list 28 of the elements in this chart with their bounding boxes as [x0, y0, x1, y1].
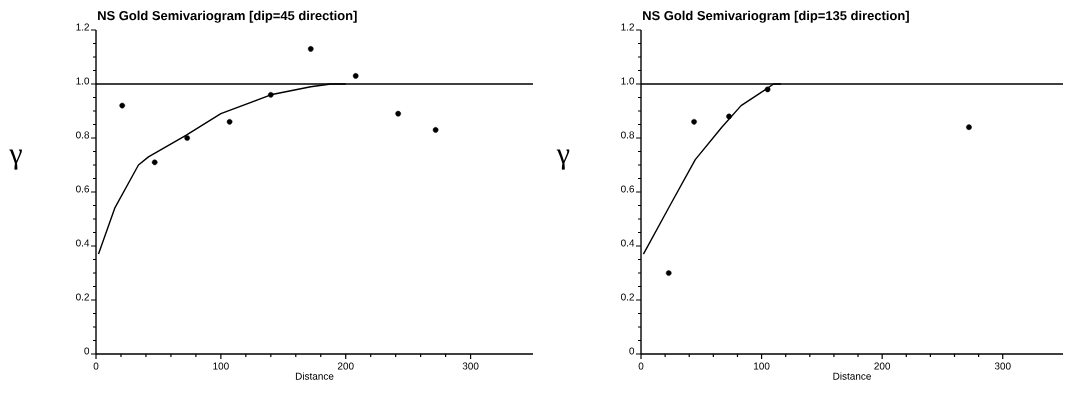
x-tick-label: 300	[462, 362, 479, 370]
x-axis-title: Distance	[295, 372, 334, 380]
y-tick-label: 1.0	[76, 77, 90, 85]
x-axis-title: Distance	[833, 372, 871, 380]
y-tick-label: 0.8	[621, 131, 635, 139]
y-tick-label: 0	[84, 347, 90, 355]
y-tick-label: 0.4	[76, 239, 90, 247]
y-axis-title: γ	[556, 149, 570, 170]
y-axis-title: γ	[9, 149, 22, 170]
x-tick-label: 100	[213, 362, 229, 370]
x-tick-label: 200	[874, 362, 891, 370]
x-tick-label: 0	[93, 362, 99, 370]
y-tick-label: 0	[629, 347, 635, 355]
y-tick-label: 0.2	[621, 293, 634, 301]
y-tick-label: 1.2	[621, 23, 634, 31]
x-tick-label: 0	[638, 362, 644, 370]
chart-title: NS Gold Semivariogram [dip=45 direction]	[98, 10, 357, 23]
x-tick-label: 300	[994, 362, 1011, 370]
x-tick-label: 100	[754, 362, 770, 370]
x-tick-label: 200	[337, 362, 354, 370]
y-tick-label: 1.0	[621, 77, 635, 85]
y-tick-label: 1.2	[76, 23, 89, 31]
y-tick-label: 0.6	[621, 185, 635, 193]
y-tick-label: 0.4	[621, 239, 635, 247]
chart-title: NS Gold Semivariogram [dip=135 direction]	[643, 10, 909, 23]
y-tick-label: 0.8	[76, 131, 90, 139]
y-tick-label: 0.2	[76, 293, 89, 301]
y-tick-label: 0.6	[76, 185, 90, 193]
